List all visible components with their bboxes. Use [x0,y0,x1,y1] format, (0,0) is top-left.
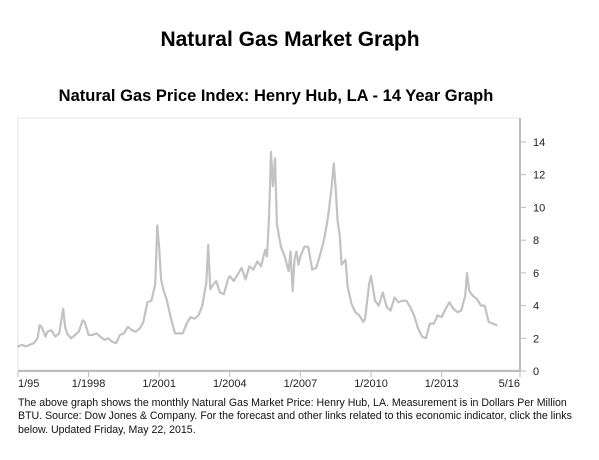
x-axis: 1/95 1/1998 1/2001 1/2004 1/2007 1/2010 1/2013… [17,371,521,390]
x-tick-label: 5/16 [499,378,520,390]
y-tick-label: 2 [533,333,539,345]
page-title: Natural Gas Market Graph [160,28,420,51]
x-tick-label: 1/2004 [213,378,247,390]
x-tick-label: 1/1998 [72,378,106,390]
y-tick-label: 10 [533,202,545,214]
x-tick-label: 1/95 [18,378,39,390]
y-axis: 0 2 4 6 8 10 12 14 [520,137,545,378]
x-tick-label: 1/2010 [354,378,388,390]
x-tick-label: 1/2007 [284,378,318,390]
y-tick-label: 12 [533,170,545,182]
chart-caption: The above graph shows the monthly Natura… [18,397,572,436]
x-tick-label: 1/2001 [142,378,176,390]
price-series-line [16,150,498,348]
plot-frame [17,117,521,371]
y-tick-label: 0 [533,366,539,378]
y-tick-label: 4 [533,301,539,313]
y-tick-label: 8 [533,235,539,247]
chart-title: Natural Gas Price Index: Henry Hub, LA -… [58,87,494,105]
y-tick-label: 6 [533,268,539,280]
x-tick-label: 1/2013 [425,378,459,390]
y-tick-label: 14 [533,137,545,149]
